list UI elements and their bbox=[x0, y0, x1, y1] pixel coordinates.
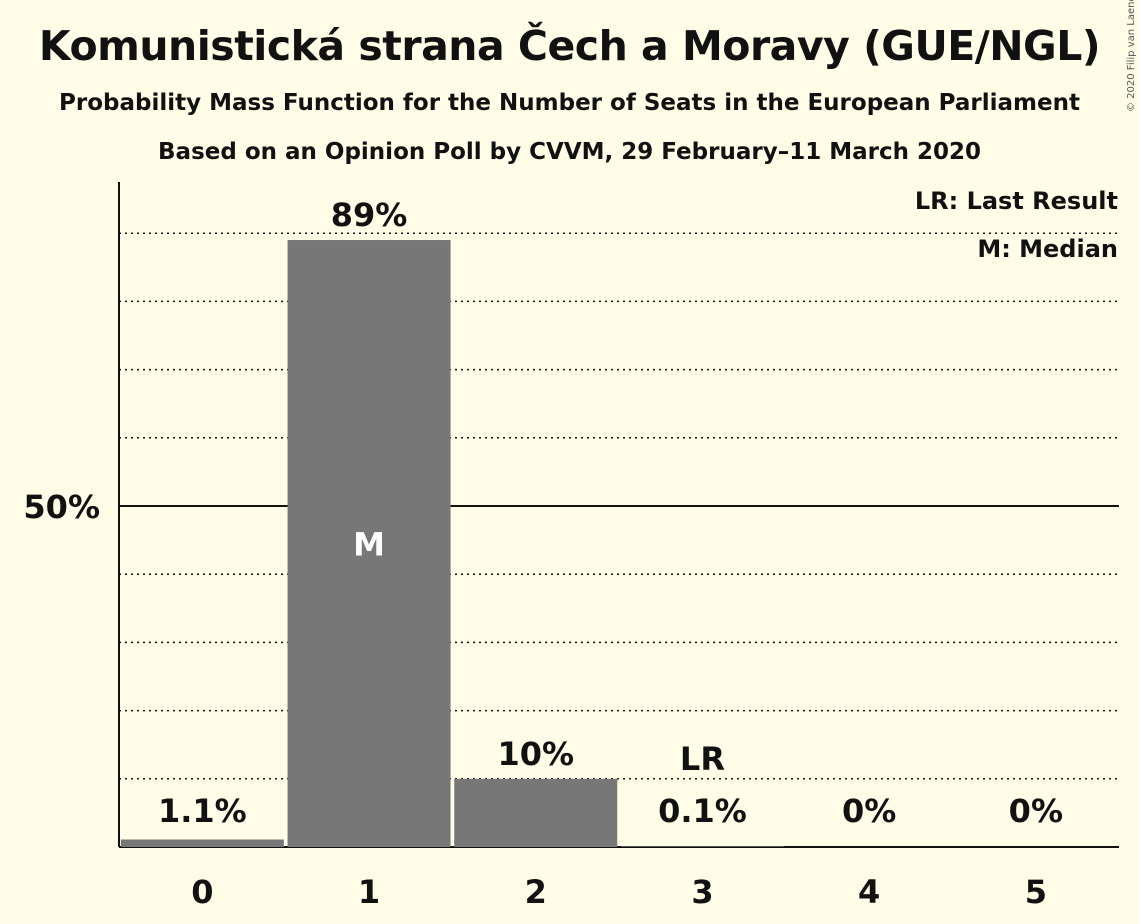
value-label-2: 10% bbox=[497, 735, 574, 773]
legend-median: M: Median bbox=[977, 235, 1118, 263]
chart-title: Komunistická strana Čech a Moravy (GUE/N… bbox=[38, 22, 1101, 70]
bar-0 bbox=[120, 839, 284, 847]
chart-subtitle: Probability Mass Function for the Number… bbox=[59, 90, 1080, 116]
x-tick-label-3: 3 bbox=[691, 873, 713, 911]
value-label-4: 0% bbox=[842, 792, 896, 830]
value-label-1: 89% bbox=[331, 196, 408, 234]
x-tick-label-5: 5 bbox=[1025, 873, 1047, 911]
legend-last-result: LR: Last Result bbox=[915, 187, 1118, 215]
bar-3 bbox=[620, 846, 784, 847]
bar-2 bbox=[454, 778, 618, 847]
x-tick-label-1: 1 bbox=[358, 873, 380, 911]
value-label-5: 0% bbox=[1009, 792, 1063, 830]
last-result-marker: LR bbox=[680, 740, 725, 778]
x-tick-label-0: 0 bbox=[191, 873, 213, 911]
x-tick-label-2: 2 bbox=[525, 873, 547, 911]
bar-1 bbox=[287, 240, 451, 847]
value-label-0: 1.1% bbox=[158, 792, 247, 830]
chart-source-note: Based on an Opinion Poll by CVVM, 29 Feb… bbox=[158, 139, 981, 165]
x-tick-label-4: 4 bbox=[858, 873, 880, 911]
value-label-3: 0.1% bbox=[658, 792, 747, 830]
median-marker: M bbox=[353, 526, 385, 564]
y-tick-label-50: 50% bbox=[23, 488, 100, 526]
